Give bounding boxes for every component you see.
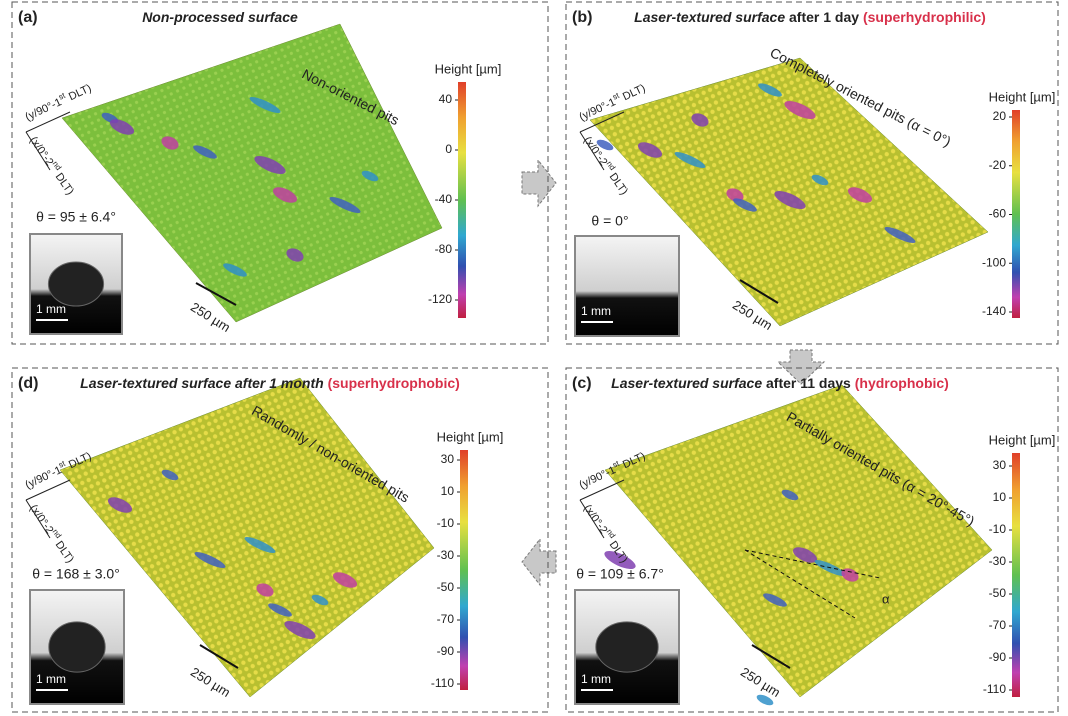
panel: (a)Non-processed surfaceNon-oriented pit… [12,2,548,344]
colorbar-title: Height [µm] [989,432,1056,447]
axis-label-part: DLT) [64,82,93,104]
colorbar-tick-label: -70 [437,612,455,626]
colorbar-title: Height [µm] [435,61,502,76]
colorbar-tick-label: -90 [989,650,1007,664]
panel-title: Laser-textured surface after 1 day (supe… [634,9,986,25]
title-part: Laser-textured surface [611,375,762,391]
inset-scale-label: 1 mm [36,672,66,686]
colorbar-tick-label: -20 [989,158,1007,172]
colorbar-tick-label: -100 [982,255,1006,269]
panel-label: (b) [572,9,592,26]
panel-title: Laser-textured surface after 11 days (hy… [611,375,949,391]
axis-label-part: DLT) [605,536,630,565]
panel: (b) Laser-textured surface after 1 day (s… [566,2,1058,344]
colorbar-tick-label: -30 [989,554,1007,568]
contact-angle: θ = 168 ± 3.0° [32,566,120,582]
colorbar [1012,110,1020,318]
colorbar-tick-label: 30 [441,452,455,466]
colorbar-tick-label: -140 [982,304,1006,318]
colorbar-tick-label: 20 [993,109,1007,123]
panel-title: Non-processed surface [142,9,298,25]
title-part: Non-processed surface [142,9,298,25]
contact-angle: θ = 0° [591,213,628,229]
droplet [596,622,658,672]
contact-angle: θ = 95 ± 6.4° [36,209,116,225]
colorbar-tick-label: 40 [439,92,453,106]
colorbar-title: Height [µm] [437,429,504,444]
title-part: after 1 day [785,9,863,25]
colorbar [1012,453,1020,697]
colorbar-title: Height [µm] [989,89,1056,104]
axis-label: (x/0°-2nd DLT) [27,133,78,197]
colorbar-tick-label: 10 [441,484,455,498]
droplet [49,622,105,672]
axis-label-part: (y/90°-1 [23,96,63,123]
colorbar [460,450,468,690]
panel: (c) Laser-textured surface after 11 days … [566,368,1058,712]
arrow-right [522,160,556,206]
contact-angle: θ = 109 ± 6.7° [576,566,664,582]
panel: (d) Laser-textured surface after 1 month … [12,368,548,712]
colorbar-tick-label: -90 [437,644,455,658]
colorbar-tick-label: -110 [431,676,454,690]
colorbar-tick-label: -60 [989,207,1007,221]
title-part: (superhydrophobic) [324,375,460,391]
colorbar-tick-label: -70 [989,618,1007,632]
axis-label-part: DLT) [51,168,76,197]
angle-symbol: α [882,591,890,606]
colorbar-tick-label: -120 [428,292,452,306]
title-part: (hydrophobic) [855,375,949,391]
colorbar-tick-label: -10 [989,522,1007,536]
colorbar-tick-label: -30 [437,548,455,562]
inset-scale-label: 1 mm [581,304,611,318]
panel-label: (c) [572,375,592,392]
colorbar-tick-label: -50 [989,586,1007,600]
panel-label: (a) [18,9,38,26]
colorbar-tick-label: -110 [983,682,1006,696]
colorbar-tick-label: 30 [993,458,1007,472]
axis-label-part: (y/90°-1 [577,464,617,491]
colorbar-tick-label: -50 [437,580,455,594]
inset-scale-label: 1 mm [581,672,611,686]
axis-label: (x/0°-2nd DLT) [27,501,78,565]
axis-label-part: (y/90°-1 [23,464,63,491]
axis-label-part: DLT) [618,82,647,104]
title-part: after 11 days [762,375,855,391]
colorbar-tick-label: 10 [993,490,1007,504]
figure: (a)Non-processed surfaceNon-oriented pit… [0,0,1068,716]
axis-label-part: DLT) [605,168,630,197]
panel-title: Laser-textured surface after 1 month (su… [80,375,460,391]
colorbar-tick-label: -40 [435,192,453,206]
title-part: Laser-textured surface after 1 month [80,375,324,391]
scale-bar-label: 250 µm [188,664,233,700]
arrow-left [522,539,556,585]
title-part: (superhydrophilic) [863,9,986,25]
colorbar-tick-label: 0 [445,142,452,156]
colorbar [458,82,466,318]
colorbar-tick-label: -10 [437,516,455,530]
panel-label: (d) [18,375,38,392]
title-part: Laser-textured surface [634,9,785,25]
colorbar-tick-label: -80 [435,242,453,256]
droplet [48,262,103,306]
inset-scale-label: 1 mm [36,302,66,316]
axis-label-part: DLT) [51,536,76,565]
